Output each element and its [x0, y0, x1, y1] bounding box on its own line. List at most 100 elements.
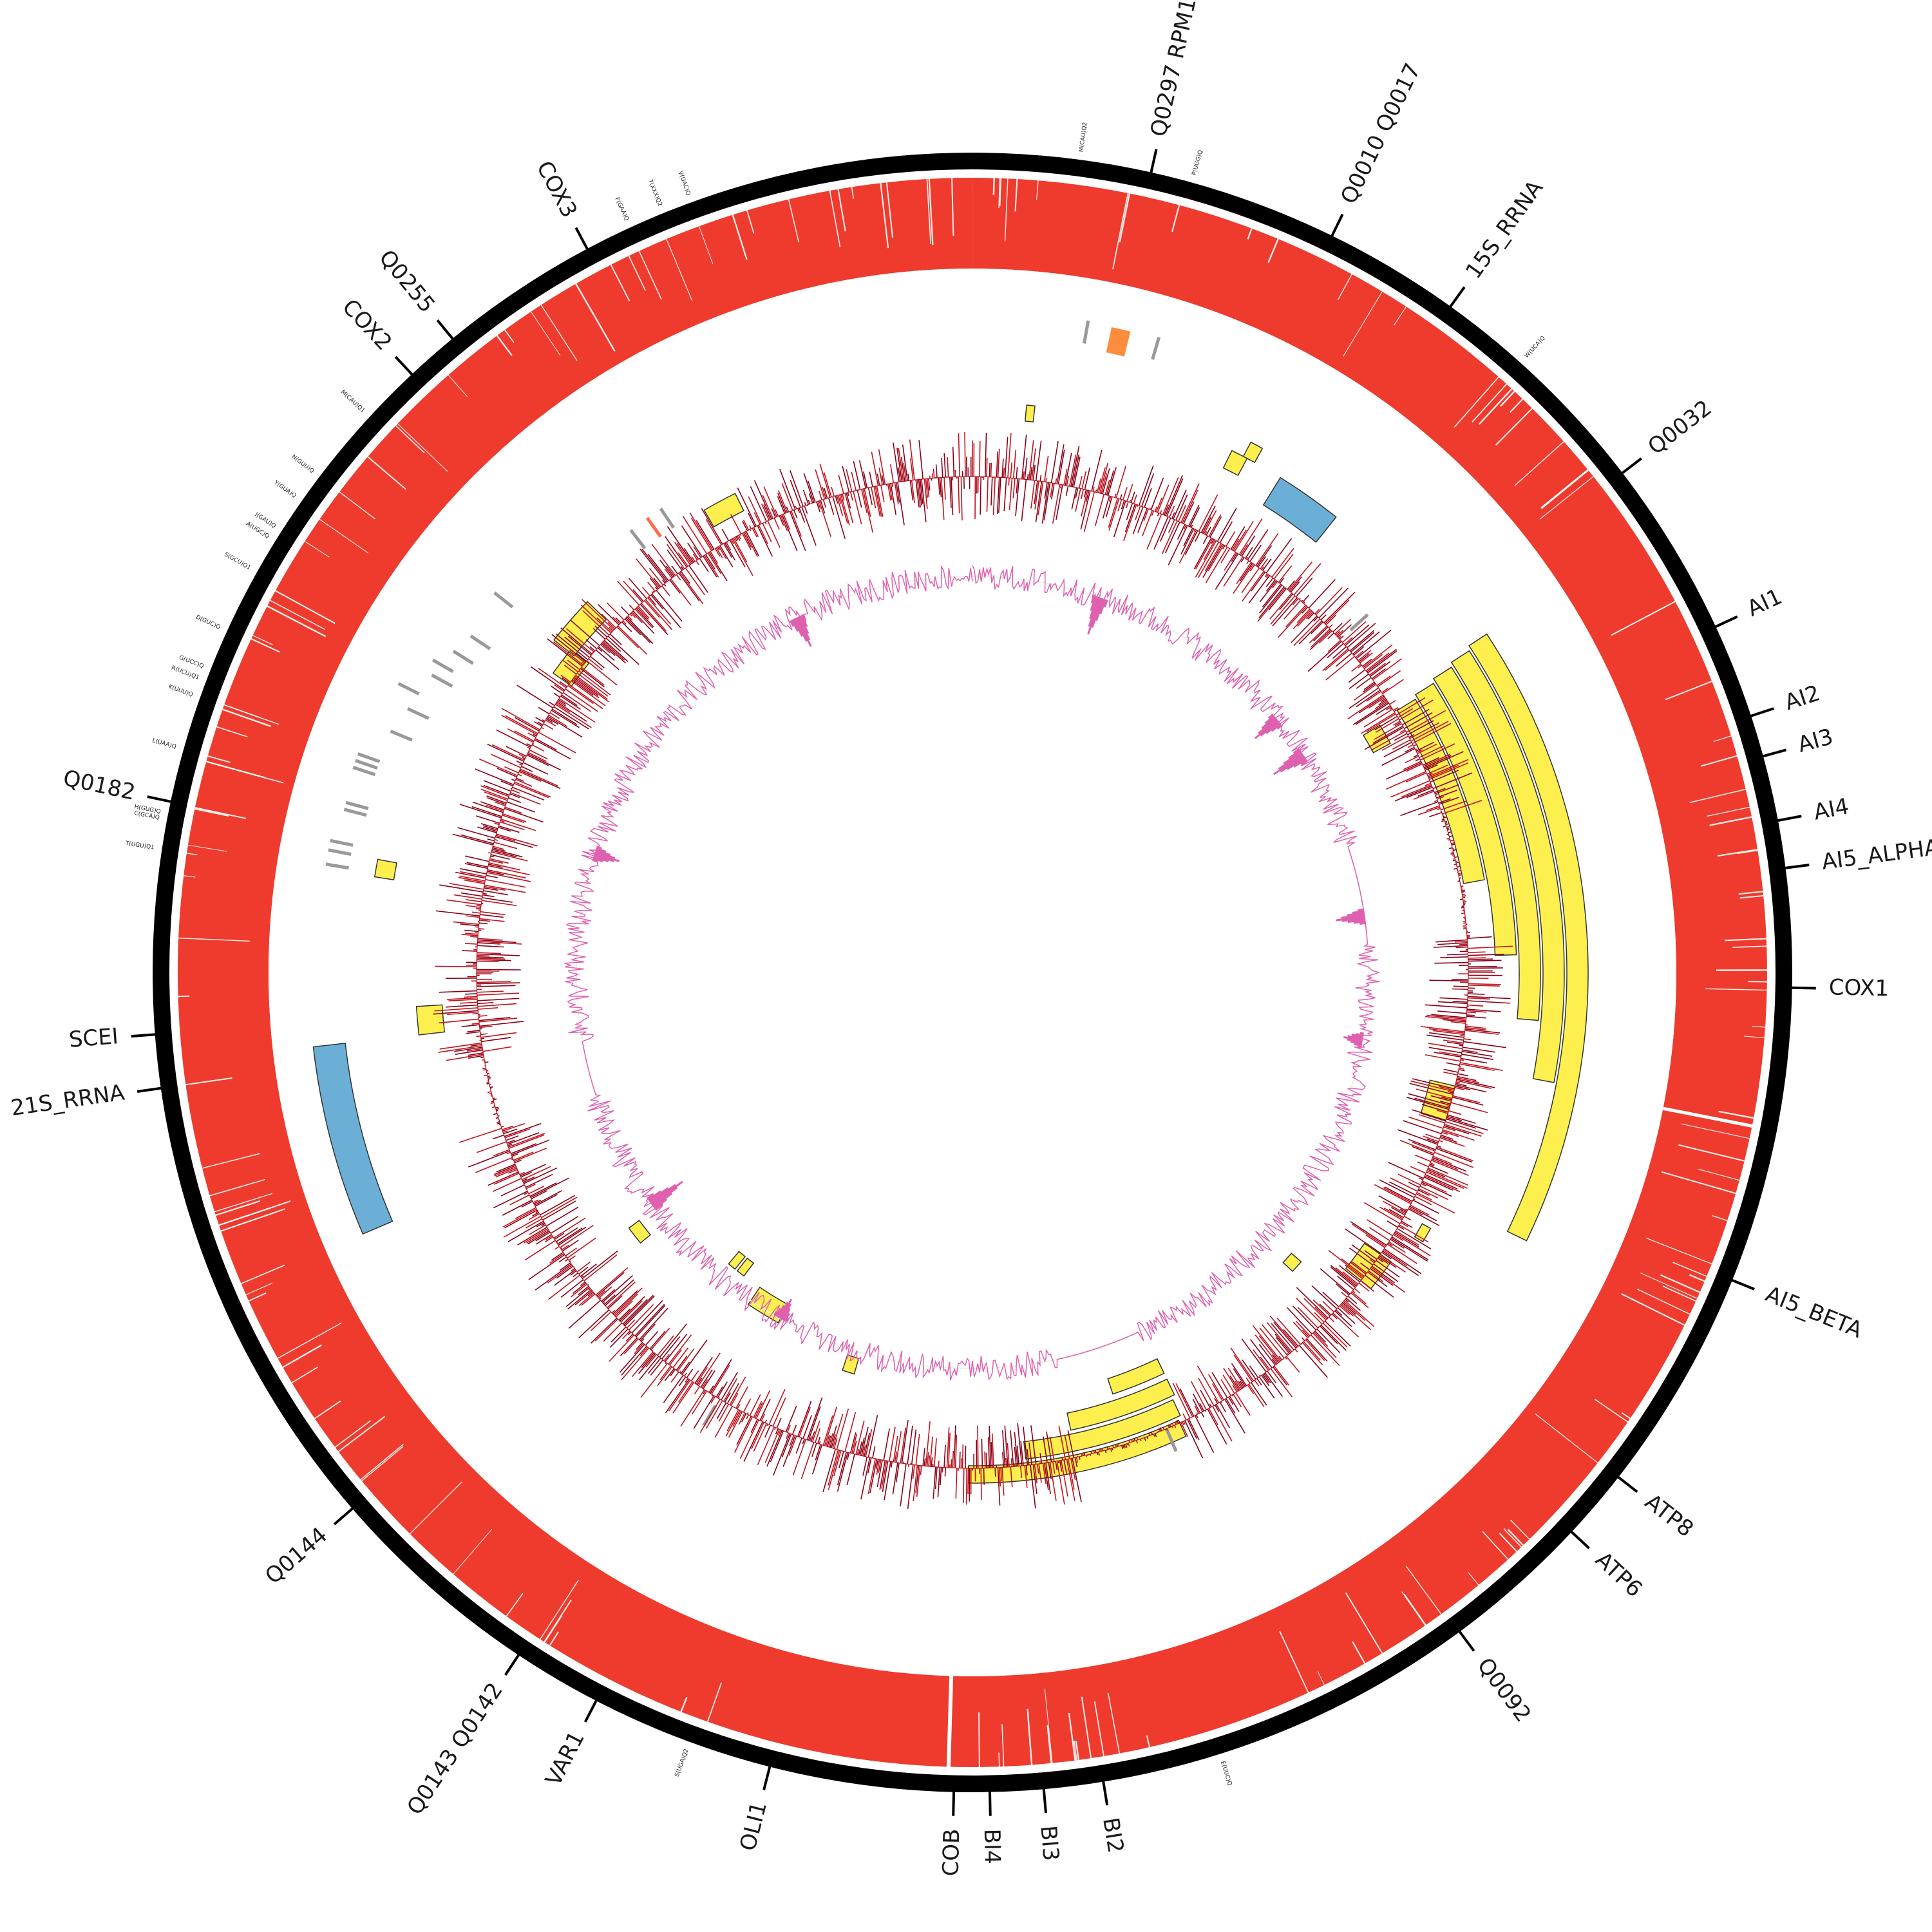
gc-bar — [1427, 773, 1433, 776]
gc-bar — [515, 1207, 536, 1219]
gc-bar — [595, 649, 620, 670]
gc-bar — [1407, 744, 1414, 748]
coverage-dip — [186, 853, 198, 856]
gc-bar — [1450, 1021, 1466, 1024]
gc-bar — [1223, 1367, 1239, 1392]
gc-bar — [797, 1401, 812, 1437]
gc-bar — [1451, 842, 1455, 844]
gc-bar — [1168, 519, 1175, 533]
gc-bar — [1379, 1179, 1415, 1198]
gc-bar — [773, 517, 780, 530]
coverage-dip — [178, 937, 250, 942]
gc-bar — [928, 478, 931, 491]
gc-bar — [1338, 636, 1341, 639]
gc-bar — [1274, 1334, 1291, 1353]
gc-bar — [1466, 1010, 1487, 1013]
coverage-dip — [886, 182, 894, 238]
gc-bar — [524, 1191, 529, 1195]
gc-bar — [477, 953, 520, 956]
gc-bar — [1159, 1427, 1162, 1432]
gc-bar — [1464, 1030, 1499, 1035]
gc-bar — [1044, 482, 1048, 499]
gc-bar — [1452, 1095, 1481, 1104]
gc-bar — [723, 543, 733, 558]
gc-bar — [464, 879, 485, 884]
gc-bar — [1378, 699, 1387, 706]
gc-bar — [825, 1435, 830, 1446]
gc-bar — [1452, 859, 1456, 862]
coverage-dip — [1027, 1709, 1033, 1765]
gc-bar — [592, 628, 606, 640]
gc-bar — [846, 493, 851, 509]
coverage-dip — [1119, 193, 1131, 242]
skew-peak — [596, 848, 607, 853]
coverage-dip — [1509, 398, 1524, 413]
gc-bar — [1455, 1083, 1467, 1086]
gc-bar — [1123, 504, 1137, 542]
gc-bar — [524, 1240, 556, 1261]
gc-bar — [1090, 1454, 1092, 1456]
skew-peak — [596, 846, 602, 849]
gc-bar — [1016, 478, 1019, 494]
gc-bar — [491, 848, 523, 858]
gc-bar — [1401, 784, 1432, 798]
gc-bar — [1066, 1459, 1075, 1501]
gc-bar — [1252, 1325, 1282, 1361]
coverage-dip — [1645, 1237, 1712, 1265]
gc-bar — [1231, 1394, 1234, 1397]
gc-bar — [782, 1435, 796, 1467]
gc-bar — [459, 875, 486, 882]
gc-bar — [1298, 620, 1323, 645]
skew-peak — [1347, 911, 1365, 916]
gc-bar — [482, 894, 495, 898]
coverage-dip — [928, 178, 934, 245]
gc-bar — [627, 615, 633, 621]
gc-bar — [799, 507, 806, 523]
gc-bar — [1257, 556, 1266, 568]
gc-bar — [619, 1296, 645, 1321]
gc-bar — [1101, 1448, 1103, 1452]
gc-bar — [435, 965, 477, 968]
skew-peak — [1095, 598, 1105, 621]
gc-bar — [952, 446, 955, 477]
gc-bar — [1168, 525, 1188, 565]
gc-bar — [890, 483, 897, 515]
skew-peak — [1089, 596, 1099, 620]
gc-bar — [1414, 1097, 1450, 1109]
gc-bar — [1335, 1267, 1358, 1286]
intron-orf-feature — [1450, 650, 1565, 1083]
gc-bar — [447, 997, 478, 1000]
gc-bar — [1144, 488, 1152, 508]
gc-bar — [447, 1011, 478, 1016]
gc-bar — [1219, 1401, 1227, 1413]
gc-bar — [1307, 612, 1314, 620]
gc-bar — [1373, 1263, 1399, 1282]
gc-bar — [1063, 468, 1068, 486]
gc-bar — [862, 488, 874, 533]
gc-bar — [1382, 1251, 1419, 1276]
skew-peak — [791, 619, 799, 632]
gc-bar — [500, 819, 536, 831]
gc-bar — [741, 1413, 747, 1423]
gene-label: AI5_BETA — [1762, 1281, 1866, 1343]
gc-bar — [990, 1442, 993, 1468]
gc-bar — [1016, 1445, 1020, 1466]
coverage-dip — [1698, 1168, 1740, 1181]
gc-bar — [1279, 578, 1284, 584]
gc-bar — [1419, 1186, 1448, 1200]
gc-bar — [1459, 1066, 1462, 1068]
gc-bar — [833, 1450, 842, 1477]
gc-bar — [951, 1459, 952, 1468]
gc-bar — [480, 801, 504, 811]
gc-bar — [661, 585, 670, 596]
gc-bar — [1441, 1096, 1452, 1101]
gc-bar — [1173, 489, 1187, 520]
gc-bar — [764, 1425, 771, 1438]
coverage-dip — [1514, 441, 1564, 486]
gc-bar — [1135, 506, 1141, 520]
gc-bar — [494, 1165, 516, 1175]
gc-bar — [565, 1247, 577, 1256]
gc-bar — [578, 1292, 594, 1306]
gc-bar — [1320, 1268, 1350, 1294]
gc-bar — [1313, 626, 1329, 641]
